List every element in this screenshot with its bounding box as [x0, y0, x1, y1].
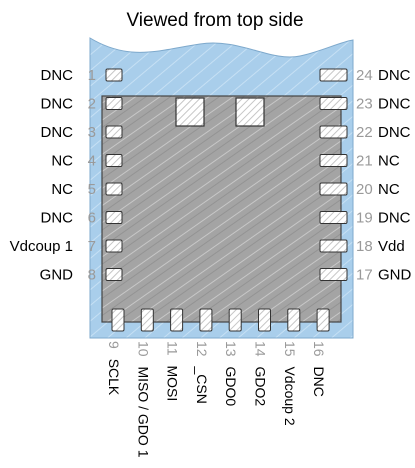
bottom-pin-label: 9 SCLK	[106, 341, 122, 396]
left-pin-pad	[105, 125, 123, 139]
bottom-pin-number: 13	[223, 341, 239, 357]
bottom-pin-text: 9 SCLK	[106, 341, 122, 396]
bottom-pin-label: 11 MOSI	[165, 341, 181, 401]
left-pin-name: GND	[40, 267, 74, 284]
left-pin-pad	[105, 68, 123, 82]
bottom-pin-pad	[199, 308, 213, 332]
bottom-pin-text: 13 GDO0	[223, 341, 239, 406]
bottom-pin-name: DNC	[311, 366, 327, 396]
left-pin-pad	[105, 268, 123, 281]
left-pin-number: 3	[88, 124, 96, 141]
right-pin-number: 20	[356, 181, 373, 198]
right-pin-pad	[319, 125, 348, 139]
bottom-pin-text: 11 MOSI	[165, 341, 181, 401]
left-pin-group: 1 DNC 2 DNC 3 DNC 4 NC 5 NC 6 DNC 7 Vdcoup 1 8 GND	[10, 67, 123, 284]
bottom-pin-label: 14 GDO2	[253, 341, 269, 406]
right-pin-pad	[319, 268, 348, 281]
right-pin-name: DNC	[378, 124, 411, 141]
bottom-pin-name: Vdcoup 2	[282, 366, 298, 425]
right-pin-pad	[319, 154, 348, 167]
left-pin-number: 5	[88, 181, 96, 198]
bottom-pin-name: MISO / GDO 1	[136, 366, 152, 457]
left-pin-name: DNC	[41, 124, 74, 141]
bottom-pin-text: 12 _CSN	[194, 341, 210, 404]
bottom-pin-number: 15	[282, 341, 298, 357]
bottom-pin-number: 9	[106, 341, 122, 349]
bottom-pin-number: 10	[136, 341, 152, 357]
left-pin-number: 1	[88, 67, 96, 84]
bottom-pin-text: 10 MISO / GDO 1	[136, 341, 152, 458]
left-pin-pad	[105, 211, 123, 224]
right-pin-name: NC	[378, 181, 400, 198]
right-pin-pad	[319, 239, 348, 253]
right-pin-name: DNC	[378, 210, 411, 227]
left-pin-number: 7	[88, 238, 96, 255]
bottom-pin-number: 14	[253, 341, 269, 357]
bottom-pin-name: GDO0	[223, 366, 239, 406]
bottom-pin-label: 16 DNC	[311, 341, 327, 397]
bottom-pin-name: GDO2	[253, 366, 269, 406]
left-pin-number: 2	[88, 96, 96, 113]
left-pin-name: DNC	[41, 210, 74, 227]
bottom-pin-pad	[316, 308, 330, 332]
bottom-pin-label: 12 _CSN	[194, 341, 210, 404]
right-pin-number: 23	[356, 96, 373, 113]
bottom-pin-name: MOSI	[165, 365, 181, 401]
bottom-pin-label: 13 GDO0	[223, 341, 239, 406]
bottom-pin-group: 9 SCLK 10 MISO / GDO 1 11 MOSI 12 _CSN 13 GD…	[106, 308, 330, 458]
left-pin-number: 6	[88, 210, 96, 227]
right-pin-number: 18	[356, 238, 373, 255]
left-pin-pad	[105, 154, 123, 167]
left-pin-number: 4	[88, 153, 96, 170]
bottom-pin-pad	[111, 308, 125, 332]
left-pin-name: DNC	[41, 96, 74, 113]
bottom-pin-text: 14 GDO2	[253, 341, 269, 406]
left-pin-name: NC	[51, 153, 73, 170]
bottom-pin-label: 15 Vdcoup 2	[282, 341, 298, 426]
right-pin-name: NC	[378, 153, 400, 170]
left-pin-number: 8	[88, 267, 96, 284]
right-pin-group: 24 DNC 23 DNC 22 DNC 21 NC 20 NC 19 DNC 18 Vdd 17 GND	[319, 67, 412, 284]
right-pin-pad	[319, 182, 348, 196]
bottom-pin-name: SCLK	[106, 359, 122, 396]
bottom-pin-number: 11	[165, 341, 181, 356]
right-pin-number: 19	[356, 210, 373, 227]
shield-tab-left	[175, 97, 205, 127]
right-pin-pad	[319, 68, 348, 82]
right-pin-pad	[319, 97, 348, 110]
bottom-pin-number: 12	[194, 341, 210, 357]
bottom-pin-pad	[228, 308, 242, 332]
left-pin-pad	[105, 97, 123, 110]
left-pin-name: DNC	[41, 67, 74, 84]
right-pin-name: DNC	[378, 67, 411, 84]
right-pin-number: 24	[356, 67, 373, 84]
left-pin-name: Vdcoup 1	[10, 238, 73, 255]
bottom-pin-text: 15 Vdcoup 2	[282, 341, 298, 426]
right-pin-name: Vdd	[378, 238, 405, 255]
right-pin-number: 21	[356, 153, 373, 170]
bottom-pin-text: 16 DNC	[311, 341, 327, 397]
bottom-pin-label: 10 MISO / GDO 1	[136, 341, 152, 458]
right-pin-pad	[319, 211, 348, 224]
right-pin-name: DNC	[378, 96, 411, 113]
bottom-pin-number: 16	[311, 341, 327, 357]
diagram-title: Viewed from top side	[126, 10, 303, 31]
right-pin-number: 22	[356, 124, 373, 141]
bottom-pin-name: _CSN	[194, 365, 210, 403]
left-pin-pad	[105, 182, 123, 196]
left-pin-pad	[105, 239, 123, 253]
bottom-pin-pad	[140, 308, 154, 332]
bottom-pin-pad	[258, 308, 271, 332]
bottom-pin-pad	[287, 308, 301, 332]
shield-tab-right	[235, 97, 265, 127]
left-pin-name: NC	[51, 181, 73, 198]
rf-shield	[101, 95, 342, 323]
right-pin-number: 17	[356, 267, 373, 284]
bottom-pin-pad	[170, 308, 184, 332]
right-pin-name: GND	[378, 267, 412, 284]
